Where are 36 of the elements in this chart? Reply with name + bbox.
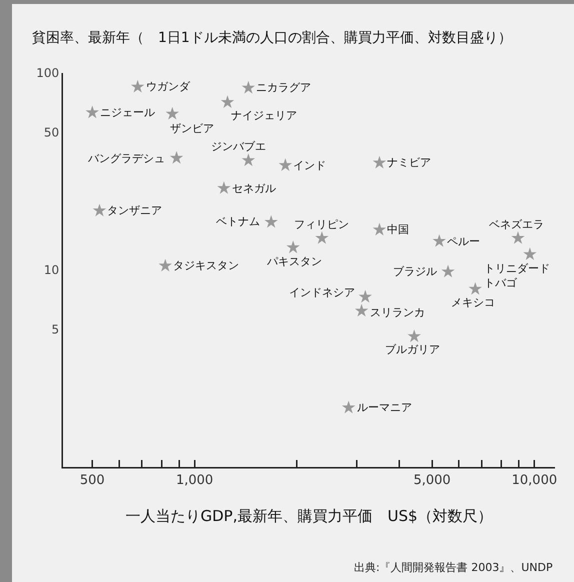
source-note: 出典:『人間開発報告書 2003』、UNDP	[354, 561, 553, 574]
annotation: ジンバブエ	[211, 140, 266, 153]
annotation: インド	[293, 159, 326, 172]
annotation: スリランカ	[370, 306, 425, 319]
annotation: ウガンダ	[146, 80, 191, 93]
x-tick-label: 1,000	[176, 473, 214, 488]
x-axis-title: 一人当たりGDP,最新年、購買力平価 US$（対数尺）	[125, 506, 493, 525]
annotation: バングラデシュ	[87, 152, 165, 165]
y-tick-label: 50	[44, 126, 60, 140]
x-tick-label: 5,000	[413, 473, 451, 488]
y-tick-label: 5	[51, 322, 60, 336]
annotation: メキシコ	[451, 296, 495, 309]
annotation: ブラジル	[393, 265, 437, 278]
y-tick-label: 100	[36, 66, 60, 80]
annotation: ナミビア	[387, 156, 431, 169]
x-tick-label: 500	[80, 473, 105, 488]
annotation: セネガル	[232, 182, 276, 195]
annotation: ザンビア	[170, 122, 214, 135]
annotation: タジキスタン	[173, 259, 239, 272]
annotation: ベトナム	[216, 215, 260, 228]
chart-title: 貧困率、最新年（ 1日1ドル未満の人口の割合、購買力平価、対数目盛り）	[32, 30, 512, 46]
annotation: ペルー	[447, 235, 480, 248]
annotation: ニカラグア	[256, 81, 311, 94]
annotation: インドネシア	[289, 286, 355, 299]
annotation: ルーマニア	[357, 401, 412, 414]
annotation: ベネズエラ	[489, 218, 544, 231]
y-tick-label: 10	[44, 263, 60, 278]
x-tick-label: 10,000	[512, 473, 558, 488]
annotation: ナイジェリア	[231, 109, 297, 122]
annotation: タンザニア	[107, 204, 162, 217]
annotation: パキスタン	[266, 255, 322, 268]
annotation: フィリピン	[294, 218, 349, 231]
annotation: ニジェール	[100, 106, 155, 119]
annotation: ブルガリア	[385, 343, 440, 356]
annotation: 中国	[387, 223, 409, 236]
annotation: トリニダードトバゴ	[484, 262, 550, 290]
